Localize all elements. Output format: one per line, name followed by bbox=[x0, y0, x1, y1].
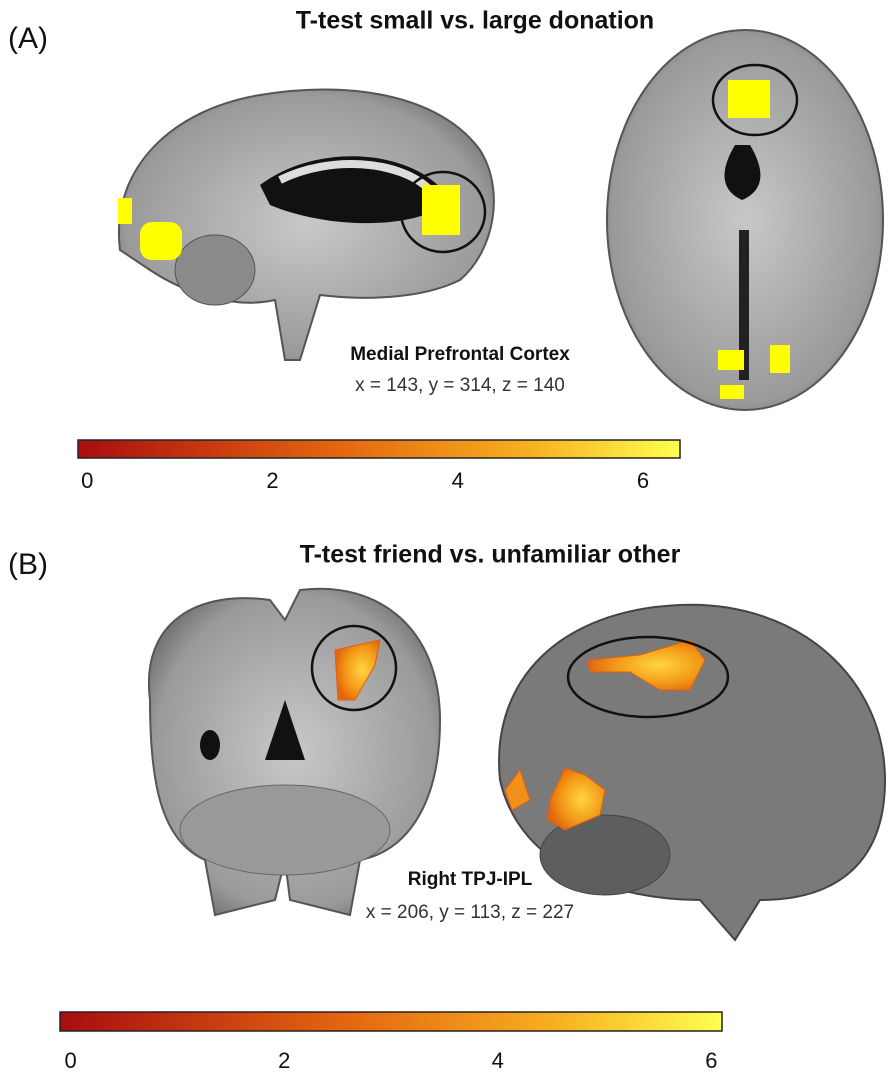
colorbar-tick-label: 6 bbox=[705, 1048, 717, 1073]
panel-label: (B) bbox=[8, 548, 48, 581]
colorbar-tick-label: 4 bbox=[492, 1048, 504, 1073]
axial-brain bbox=[606, 29, 884, 411]
colorbar-tick-label: 2 bbox=[278, 1048, 290, 1073]
sagittal-brain bbox=[117, 88, 495, 361]
coronal-brain bbox=[147, 587, 442, 917]
panel-label: (A) bbox=[8, 22, 48, 55]
region-name: Medial Prefrontal Cortex bbox=[350, 344, 570, 365]
colorbar-tick-label: 2 bbox=[266, 468, 278, 493]
colorbar-tick-label: 0 bbox=[65, 1048, 77, 1073]
colorbar bbox=[59, 1011, 723, 1032]
region-name: Right TPJ-IPL bbox=[408, 869, 533, 890]
panel-title: T-test friend vs. unfamiliar other bbox=[300, 541, 681, 569]
coordinates: x = 206, y = 113, z = 227 bbox=[366, 902, 574, 923]
colorbar-tick-label: 0 bbox=[81, 468, 93, 493]
coordinates: x = 143, y = 314, z = 140 bbox=[355, 375, 565, 396]
colorbar bbox=[77, 439, 681, 459]
panel-title: T-test small vs. large donation bbox=[296, 7, 654, 35]
colorbar-tick-label: 4 bbox=[452, 468, 464, 493]
colorbar-tick-label: 6 bbox=[637, 468, 649, 493]
lateral-brain bbox=[498, 603, 887, 942]
